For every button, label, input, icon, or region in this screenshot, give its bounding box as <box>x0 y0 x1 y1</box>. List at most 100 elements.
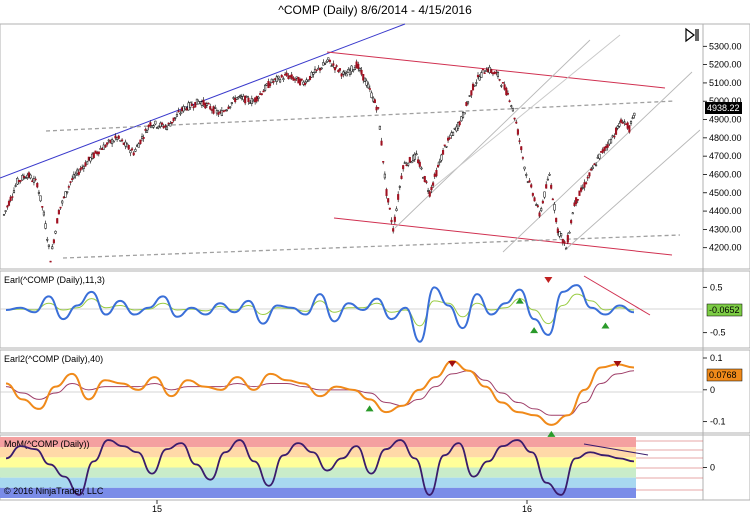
chart-title: ^COMP (Daily) 8/6/2014 - 4/15/2016 <box>278 3 472 17</box>
candle-body <box>260 93 263 96</box>
earl2-tick-label: -0.1 <box>710 417 726 427</box>
candle-body <box>352 69 355 72</box>
candle-body <box>91 153 94 159</box>
earl-sell-signal <box>544 277 553 283</box>
candle-body <box>521 157 524 159</box>
last-price-label: 4938.22 <box>707 103 740 113</box>
candle-body <box>207 102 210 105</box>
candle-body <box>214 107 217 109</box>
candle-body <box>578 190 581 196</box>
candle-body <box>111 139 114 145</box>
candle-body <box>616 125 619 129</box>
candle-body <box>480 72 483 78</box>
candle-body <box>626 122 629 129</box>
candle-body <box>471 83 475 91</box>
candle-body <box>535 204 538 206</box>
price-tick-label: 5000.00 <box>709 96 742 106</box>
candle-body <box>397 194 400 200</box>
candle-body <box>26 174 29 179</box>
candle-body <box>56 218 59 224</box>
candle-body <box>413 153 416 160</box>
earl2-tick-label: 0 <box>710 385 715 395</box>
candle-body <box>415 153 418 155</box>
candle-body <box>129 150 132 154</box>
candle-body <box>383 173 386 179</box>
candle-body <box>145 130 149 133</box>
earl2-last-badge: 0.0768 <box>706 368 743 382</box>
pin-panel-icon[interactable] <box>684 27 700 43</box>
candle-body <box>131 148 134 151</box>
candle-body <box>51 246 54 250</box>
candle-body <box>285 72 288 76</box>
earl2-tick-label: 0.1 <box>710 353 723 363</box>
candle-body <box>137 143 140 148</box>
candle-body <box>235 97 238 100</box>
candle-body <box>508 100 511 102</box>
earl2-axis: 0.1 0 -0.1 <box>703 353 726 427</box>
candle-body <box>478 76 481 81</box>
candle-body <box>452 131 455 136</box>
candle-body <box>513 117 516 120</box>
candle-body <box>147 124 150 128</box>
candle-body <box>34 178 37 181</box>
candle-body <box>150 125 154 128</box>
candle-body <box>580 187 583 192</box>
candle-body <box>97 151 100 155</box>
candle-body <box>619 119 623 123</box>
candle-body <box>563 241 566 244</box>
earl2-sell-signal <box>613 361 622 367</box>
candle-body <box>380 140 383 146</box>
candle-body <box>505 87 508 96</box>
price-tick-label: 4600.00 <box>709 169 742 179</box>
candle-body <box>139 139 142 144</box>
price-tick-label: 4300.00 <box>709 224 742 234</box>
candle-body <box>172 117 175 122</box>
candle-body <box>237 96 240 99</box>
candle-body <box>230 102 233 105</box>
candle-body <box>81 167 84 169</box>
candle-body <box>360 69 363 75</box>
mom-divergence-line <box>583 443 649 456</box>
candle-body <box>274 78 277 80</box>
earl-panel-label: Earl(^COMP (Daily),11,3) <box>4 275 105 285</box>
candle-body <box>629 121 633 124</box>
candle-body <box>76 169 79 174</box>
candle-body <box>556 228 559 234</box>
candle-body <box>164 125 167 128</box>
candles <box>2 57 636 263</box>
candle-body <box>628 125 631 133</box>
candle-body <box>393 216 396 222</box>
candle-body <box>277 75 280 79</box>
candle-body <box>611 135 614 138</box>
candle-body <box>375 106 378 111</box>
candle-body <box>591 166 594 169</box>
candle-body <box>506 93 509 95</box>
candle-body <box>127 145 130 150</box>
lower-channel-line <box>333 217 673 256</box>
candle-body <box>255 96 258 102</box>
candle-body <box>392 228 395 232</box>
candle-body <box>244 95 247 104</box>
candle-body <box>565 247 568 250</box>
mom-lines <box>5 439 635 496</box>
candle-body <box>159 122 162 128</box>
candle-body <box>438 160 441 163</box>
candle-body <box>561 239 564 244</box>
candle-body <box>338 68 342 71</box>
candle-body <box>245 95 248 98</box>
candle-body <box>307 80 310 82</box>
candle-body <box>538 212 541 217</box>
candle-body <box>573 202 576 206</box>
x-tick-label: 15 <box>152 504 162 514</box>
candle-body <box>327 57 330 61</box>
candle-body <box>122 142 125 145</box>
candle-body <box>340 73 343 77</box>
candle-body <box>613 135 616 138</box>
candle-body <box>551 198 554 201</box>
candle-body <box>67 186 70 188</box>
earl2-buy-signal <box>365 405 374 412</box>
candle-body <box>197 101 200 105</box>
candle-body <box>180 107 184 112</box>
candle-body <box>418 161 421 167</box>
candle-body <box>433 173 436 177</box>
